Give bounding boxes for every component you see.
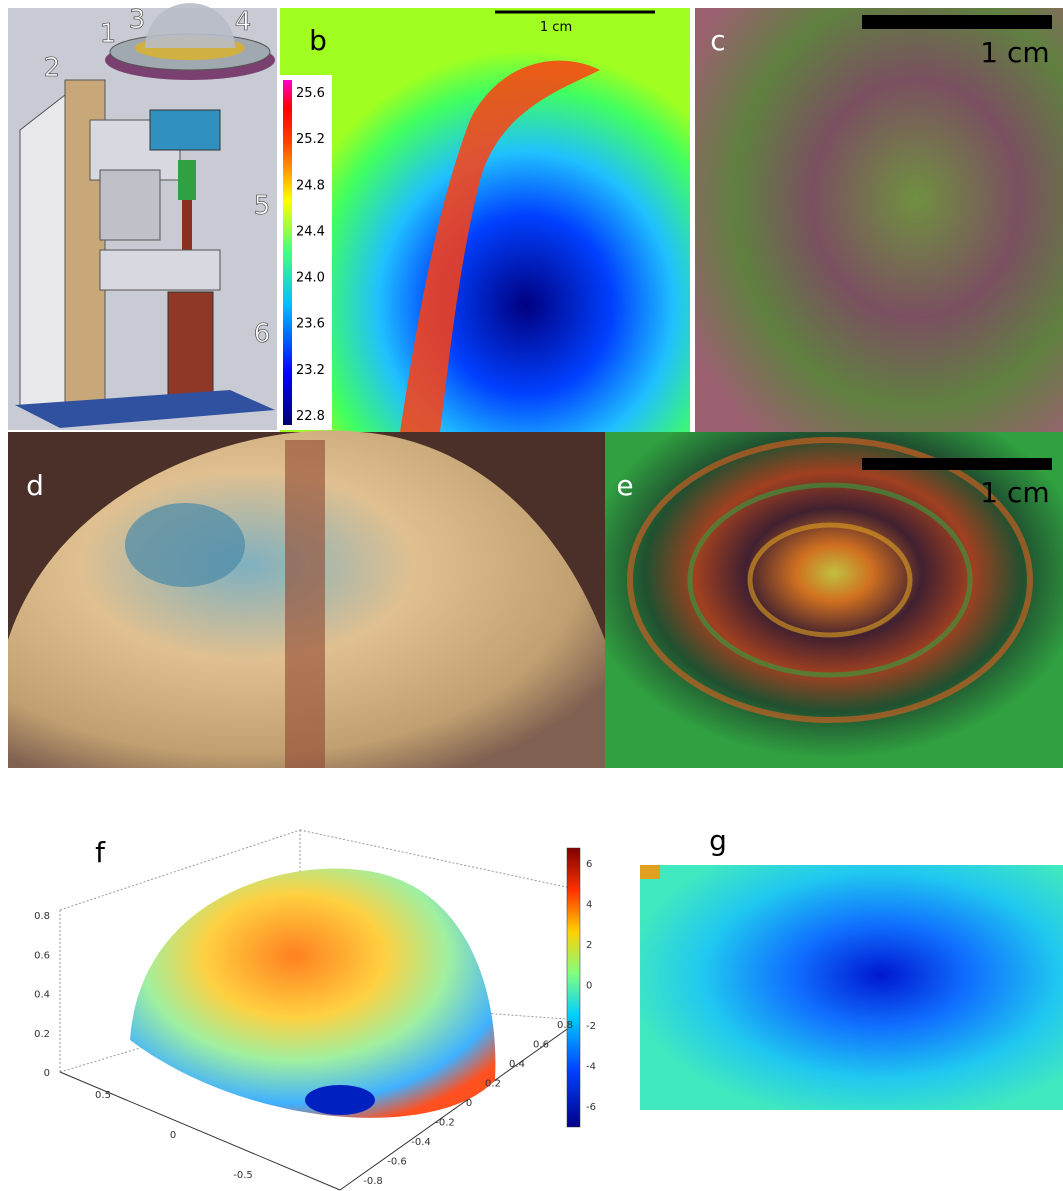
panel-e: 1 cm e [605, 432, 1063, 768]
colorbar-tick-label: 23.2 [296, 363, 325, 378]
x-tick-label: -0.5 [233, 1170, 253, 1181]
colorbar-tick-label: -4 [586, 1062, 596, 1073]
callout-number: 6 [254, 319, 271, 349]
callout-number: 3 [129, 5, 146, 35]
colorbar-tick-label: 24.0 [296, 271, 325, 286]
panel-c: 1 cm c [695, 8, 1063, 432]
panel-g: g [640, 824, 1063, 1110]
panel-a: 1 2 3 4 5 6 [8, 3, 277, 430]
z-tick-label: 0.8 [34, 911, 50, 922]
panel-d: d [8, 430, 605, 768]
panel-f: f 0.8 0.6 0.4 0.2 0 0.5 0 -0.5 0.8 0.6 0.4 0.2 0 -0.2… [34, 829, 596, 1191]
colorbar-tick-label: -6 [586, 1102, 596, 1113]
callout-number: 5 [254, 191, 271, 221]
colorbar-tick-label: -2 [586, 1021, 596, 1032]
colorbar-tick-label: 24.8 [296, 178, 325, 193]
y-tick-label: -0.8 [363, 1176, 383, 1187]
panel-label: c [710, 24, 725, 57]
scale-bar-label: 1 cm [980, 36, 1049, 69]
scale-bar-label: 1 cm [540, 20, 572, 35]
callout-number: 2 [44, 53, 61, 83]
y-tick-label: 0.4 [509, 1059, 525, 1070]
scale-bar-label: 1 cm [980, 476, 1049, 509]
colorbar-tick-label: 4 [586, 900, 592, 911]
colorbar-tick-label: 6 [586, 859, 592, 870]
panel-b: 1 cm b 25.6 25.2 24.8 24.4 24.0 23.6 23.2 22.8 [280, 8, 690, 433]
z-tick-label: 0.4 [34, 990, 50, 1001]
panel-label: b [309, 24, 327, 57]
panel-label: d [26, 469, 44, 502]
z-tick-label: 0.2 [34, 1029, 50, 1040]
colorbar-tick-label: 24.4 [296, 224, 325, 239]
y-tick-label: 0.8 [557, 1020, 573, 1031]
y-tick-label: 0 [466, 1098, 472, 1109]
y-tick-label: -0.2 [435, 1118, 455, 1129]
colorbar-tick-label: 23.6 [296, 317, 325, 332]
y-tick-label: -0.4 [411, 1137, 431, 1148]
colorbar-tick-label: 25.2 [296, 132, 325, 147]
z-tick-label: 0.6 [34, 950, 50, 961]
colorbar-tick-label: 25.6 [296, 86, 325, 101]
callout-number: 1 [100, 19, 117, 49]
colorbar-tick-label: 22.8 [296, 409, 325, 424]
y-tick-label: 0.2 [485, 1079, 501, 1090]
x-tick-label: 0 [170, 1130, 176, 1141]
panel-label: f [95, 836, 106, 869]
y-tick-label: -0.6 [387, 1157, 407, 1168]
colorbar-tick-label: 0 [586, 981, 592, 992]
colorbar-tick-label: 2 [586, 940, 592, 951]
y-tick-label: 0.6 [533, 1040, 549, 1051]
x-tick-label: 0.5 [95, 1090, 111, 1101]
z-tick-label: 0 [44, 1068, 50, 1079]
panel-label: g [709, 824, 727, 857]
panel-label: e [616, 469, 633, 502]
callout-number: 4 [235, 7, 252, 37]
